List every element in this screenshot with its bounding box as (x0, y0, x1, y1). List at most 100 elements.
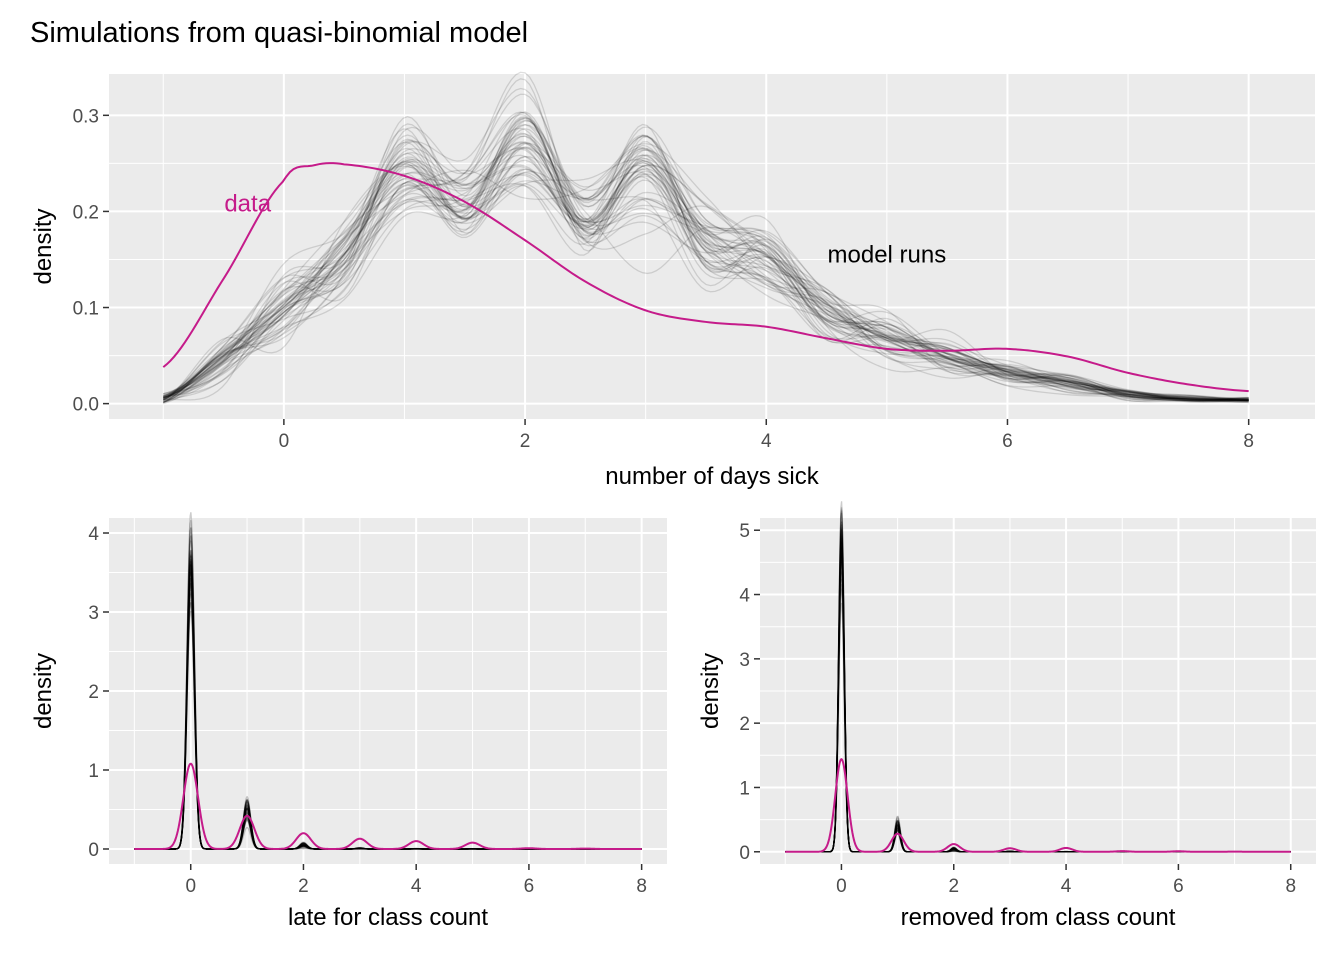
model-run-line (162, 111, 1249, 403)
x-axis-label: late for class count (288, 904, 488, 931)
model-run-line (163, 93, 1249, 403)
axis-ticks: 0 2 4 6 8 0 1 2 3 4 (88, 524, 647, 897)
model-run-line (163, 143, 1249, 401)
x-tick-label: 6 (1173, 876, 1184, 897)
y-tick-label: 1 (739, 778, 750, 799)
data-annotation: data (224, 190, 271, 217)
model-run-line (163, 152, 1249, 403)
y-axis-label: density (30, 208, 57, 284)
model-run-line (163, 116, 1249, 403)
model-run-line (163, 147, 1249, 402)
model-run-line (163, 116, 1249, 403)
x-tick-label: 4 (761, 431, 772, 452)
model-run-line (163, 117, 1249, 402)
model-run-line (162, 113, 1249, 401)
model-run-line (163, 141, 1249, 404)
model-run-line (162, 134, 1249, 402)
data-density-line (785, 757, 1291, 853)
model-run-line (163, 158, 1249, 401)
days-sick-density-panel: 0 2 4 6 8 0.0 0.1 0.2 0.3 number of days sick de… (30, 71, 1315, 490)
model-run-line (162, 135, 1249, 403)
x-tick-label: 8 (636, 876, 647, 897)
y-tick-label: 4 (739, 586, 750, 607)
model-run-line (162, 146, 1249, 403)
axis-ticks: 0 2 4 6 8 0 1 2 3 4 5 (739, 521, 1296, 897)
x-tick-label: 6 (1002, 431, 1013, 452)
model-run-line (163, 141, 1249, 401)
y-tick-label: 0.1 (73, 299, 99, 320)
y-tick-label: 0 (739, 843, 750, 864)
model-run-line (163, 78, 1249, 402)
y-tick-label: 2 (739, 714, 750, 735)
model-run-line (163, 134, 1249, 403)
model-run-line (163, 158, 1249, 402)
model-run-line (163, 133, 1249, 401)
model-run-line (163, 170, 1249, 402)
x-tick-label: 0 (836, 876, 847, 897)
x-tick-label: 8 (1243, 431, 1254, 452)
y-tick-label: 5 (739, 521, 750, 542)
model-run-line (163, 135, 1249, 403)
data-line (134, 762, 642, 850)
model-run-line (163, 124, 1249, 401)
model-run-line (163, 123, 1249, 401)
gridlines (109, 74, 1315, 419)
model-run-line (163, 135, 1249, 400)
data-density-line (162, 162, 1249, 393)
x-axis-label: number of days sick (605, 463, 819, 490)
model-run-line (163, 127, 1249, 402)
model-run-line (163, 111, 1249, 403)
model-run-line (162, 119, 1249, 401)
late-for-class-density-panel: 0 2 4 6 8 0 1 2 3 4 late for class count density (30, 512, 667, 931)
figure-title: Simulations from quasi-binomial model (30, 17, 528, 49)
model-run-line (162, 126, 1249, 401)
model-run-line (163, 159, 1249, 403)
y-tick-label: 3 (88, 603, 99, 624)
x-tick-label: 4 (1061, 876, 1072, 897)
y-tick-label: 4 (88, 524, 99, 545)
y-tick-label: 0.3 (73, 106, 99, 127)
model-run-line (163, 120, 1249, 402)
y-axis-label: density (697, 653, 724, 729)
removed-from-class-density-panel: 0 2 4 6 8 0 1 2 3 4 5 removed from class count den… (697, 501, 1316, 931)
x-tick-label: 6 (524, 876, 535, 897)
x-tick-label: 2 (298, 876, 309, 897)
x-tick-label: 0 (279, 431, 290, 452)
data-density-line (134, 762, 642, 850)
model-run-line (163, 138, 1249, 401)
data-line (162, 162, 1249, 393)
model-run-line (163, 128, 1249, 404)
x-tick-label: 4 (411, 876, 422, 897)
model-run-line (163, 157, 1249, 402)
model-run-line (163, 161, 1249, 404)
model-run-line (163, 71, 1249, 403)
model-run-lines (162, 71, 1249, 405)
model-run-line (163, 134, 1249, 403)
y-axis-label: density (30, 653, 57, 729)
model-run-line (162, 141, 1249, 400)
x-axis-label: removed from class count (901, 904, 1176, 931)
axis-ticks: 0 2 4 6 8 0.0 0.1 0.2 0.3 (73, 106, 1254, 452)
model-run-line (163, 139, 1249, 402)
model-run-line (162, 141, 1249, 403)
model-run-line (163, 147, 1249, 405)
model-run-line (163, 87, 1249, 401)
model-run-line (162, 126, 1249, 403)
panel-background (109, 74, 1315, 419)
model-run-line (162, 111, 1249, 402)
y-tick-label: 0 (88, 840, 99, 861)
model-runs-annotation: model runs (828, 241, 947, 268)
x-tick-label: 8 (1285, 876, 1296, 897)
y-tick-label: 1 (88, 761, 99, 782)
x-tick-label: 2 (948, 876, 959, 897)
model-run-line (163, 146, 1249, 402)
y-tick-label: 3 (739, 650, 750, 671)
y-tick-label: 2 (88, 682, 99, 703)
y-tick-label: 0.2 (73, 202, 99, 223)
model-run-line (163, 159, 1249, 402)
data-line (785, 757, 1291, 853)
x-tick-label: 2 (520, 431, 531, 452)
x-tick-label: 0 (185, 876, 196, 897)
model-run-line (163, 160, 1249, 404)
